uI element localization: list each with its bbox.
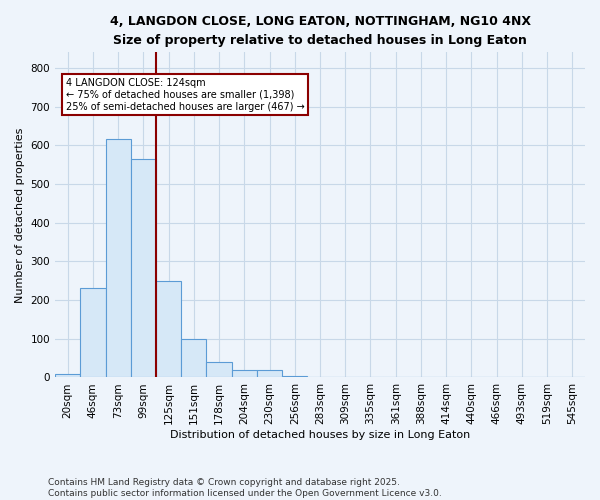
- Text: Contains HM Land Registry data © Crown copyright and database right 2025.
Contai: Contains HM Land Registry data © Crown c…: [48, 478, 442, 498]
- Title: 4, LANGDON CLOSE, LONG EATON, NOTTINGHAM, NG10 4NX
Size of property relative to : 4, LANGDON CLOSE, LONG EATON, NOTTINGHAM…: [110, 15, 530, 47]
- Bar: [131, 159, 156, 378]
- Y-axis label: Number of detached properties: Number of detached properties: [15, 127, 25, 302]
- Bar: [181, 339, 206, 378]
- Bar: [257, 370, 282, 378]
- Bar: [232, 370, 257, 378]
- X-axis label: Distribution of detached houses by size in Long Eaton: Distribution of detached houses by size …: [170, 430, 470, 440]
- Bar: [156, 280, 181, 378]
- Bar: [55, 374, 80, 378]
- Bar: [80, 288, 106, 378]
- Bar: [206, 362, 232, 378]
- Bar: [282, 376, 307, 378]
- Text: 4 LANGDON CLOSE: 124sqm
← 75% of detached houses are smaller (1,398)
25% of semi: 4 LANGDON CLOSE: 124sqm ← 75% of detache…: [65, 78, 304, 112]
- Bar: [106, 140, 131, 378]
